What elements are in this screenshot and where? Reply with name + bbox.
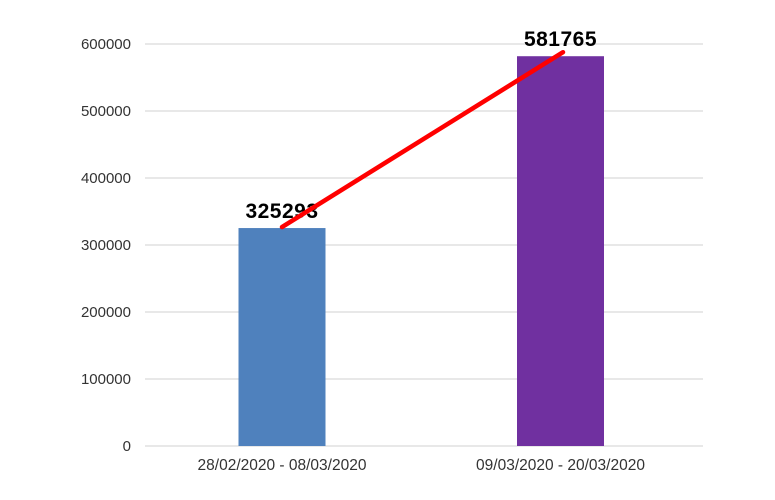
trend-line [279, 49, 566, 230]
y-axis-tick-label: 600000 [81, 36, 131, 53]
y-axis-tick-label: 0 [123, 438, 131, 455]
bar-1[interactable] [238, 228, 326, 446]
y-axis-tick-label: 400000 [81, 170, 131, 187]
data-label: 581765 [524, 28, 597, 51]
y-axis-tick-label: 500000 [81, 103, 131, 120]
category-label: 28/02/2020 - 08/03/2020 [198, 457, 367, 474]
category-label: 09/03/2020 - 20/03/2020 [476, 457, 645, 474]
y-axis-tick-label: 200000 [81, 304, 131, 321]
y-axis-tick-label: 100000 [81, 371, 131, 388]
y-axis-tick-label: 300000 [81, 237, 131, 254]
bar-2[interactable] [517, 56, 604, 447]
